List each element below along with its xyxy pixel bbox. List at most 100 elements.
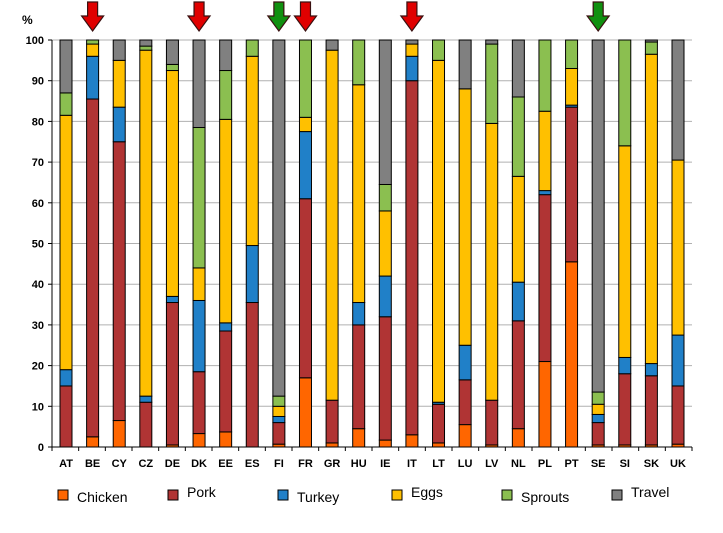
legend-item-pork: Pork <box>167 484 217 501</box>
arrow-down-icon <box>80 1 105 33</box>
bar-segment-chicken <box>511 428 525 448</box>
bar-segment-turkey <box>165 295 179 304</box>
bar-stack-LV <box>485 39 499 448</box>
legend-item-chicken: Chicken <box>57 489 128 505</box>
x-tick-label: LV <box>485 458 499 470</box>
x-tick-label: IE <box>380 458 390 470</box>
bar-segment-eggs <box>618 145 632 358</box>
bar-segment-turkey <box>405 55 419 82</box>
x-tick-label: GR <box>324 458 341 470</box>
legend-swatch <box>57 489 69 501</box>
bar-segment-pork <box>219 330 233 433</box>
y-tick-label: 80 <box>32 116 44 128</box>
bar-segment-turkey <box>458 344 472 381</box>
bar-segment-eggs <box>565 67 579 106</box>
gridlines <box>52 39 692 407</box>
bar-segment-turkey <box>298 131 312 200</box>
bar-stack-CY <box>112 39 126 448</box>
bar-segment-eggs <box>112 59 126 108</box>
bar-stack-BE <box>86 39 100 448</box>
bar-segment-pork <box>192 371 206 435</box>
arrow-down-icon <box>399 1 425 33</box>
bar-segment-sprouts <box>591 391 605 405</box>
legend: Chicken Pork Turkey Eggs Sprouts Travel <box>57 484 669 505</box>
bar-segment-eggs <box>219 118 233 324</box>
bar-segment-sprouts <box>538 39 552 112</box>
arrow-down-icon <box>585 1 611 33</box>
bar-stack-NL <box>511 39 525 448</box>
bar-segment-pork <box>86 98 100 438</box>
bar-segment-sprouts <box>86 39 100 45</box>
y-tick-label: 40 <box>32 279 44 291</box>
bar-segment-turkey <box>352 302 366 326</box>
x-tick-label: SI <box>620 458 630 470</box>
bar-stack-AT <box>59 39 73 448</box>
bar-segment-travel <box>112 39 126 61</box>
x-tick-label: ES <box>245 458 260 470</box>
bar-segment-pork <box>565 106 579 263</box>
bar-segment-travel <box>59 39 73 94</box>
legend-label: Chicken <box>77 489 128 505</box>
bar-segment-sprouts <box>192 127 206 269</box>
legend-label: Pork <box>187 484 217 500</box>
bar-stack-UK <box>671 39 685 448</box>
x-tick-label: PL <box>538 458 552 470</box>
y-axis-label: % <box>22 13 33 27</box>
bar-segment-sprouts <box>618 39 632 147</box>
x-tick-label: BE <box>85 458 100 470</box>
bar-segment-pork <box>298 198 312 379</box>
bar-segment-travel <box>272 39 286 397</box>
y-tick-label: 20 <box>32 361 44 373</box>
bar-stack-EE <box>219 39 233 448</box>
bar-segment-pork <box>618 373 632 446</box>
bar-segment-eggs <box>86 43 100 57</box>
legend-item-sprouts: Sprouts <box>501 489 569 505</box>
bar-segment-travel <box>644 39 658 43</box>
bar-segment-eggs <box>458 88 472 346</box>
bar-segment-eggs <box>59 114 73 371</box>
legend-item-eggs: Eggs <box>391 484 443 501</box>
arrow-annotations <box>80 1 611 33</box>
x-tick-label: SK <box>644 458 659 470</box>
bar-segment-sprouts <box>352 39 366 86</box>
bar-stack-LU <box>458 39 472 448</box>
bar-segment-chicken <box>219 431 233 448</box>
bar-segment-eggs <box>272 405 286 417</box>
bar-segment-pork <box>165 302 179 446</box>
bar-segment-travel <box>511 39 525 98</box>
x-tick-label: SE <box>591 458 606 470</box>
bar-segment-pork <box>352 324 366 430</box>
bar-segment-chicken <box>325 442 339 448</box>
x-tick-label: AT <box>59 458 73 470</box>
arrow-down-icon <box>293 1 318 33</box>
legend-label: Travel <box>631 484 669 500</box>
bar-segment-pork <box>458 379 472 426</box>
bar-segment-sprouts <box>272 395 286 407</box>
bar-segment-chicken <box>432 442 446 448</box>
bar-segment-eggs <box>298 116 312 133</box>
bar-segment-eggs <box>378 210 392 277</box>
bar-segment-pork <box>591 422 605 446</box>
bar-stack-CZ <box>139 39 153 448</box>
x-tick-label: FR <box>298 458 313 470</box>
y-tick-label: 0 <box>38 442 44 454</box>
bar-segment-travel <box>378 39 392 185</box>
bar-segment-sprouts <box>432 39 446 61</box>
y-tick-label: 50 <box>32 239 44 251</box>
arrow-down-icon <box>186 1 212 33</box>
bar-segment-pork <box>325 399 339 444</box>
bar-segment-pork <box>405 80 419 436</box>
legend-label: Sprouts <box>521 489 569 505</box>
bar-segment-travel <box>591 39 605 393</box>
legend-item-turkey: Turkey <box>277 489 339 505</box>
x-tick-label: HU <box>351 458 367 470</box>
legend-item-travel: Travel <box>611 484 669 501</box>
bar-segment-chicken <box>458 424 472 448</box>
bar-segment-turkey <box>671 334 685 387</box>
y-tick-label: 60 <box>32 198 44 210</box>
bar-segment-turkey <box>644 363 658 377</box>
bar-segment-sprouts <box>644 41 658 55</box>
bar-segment-sprouts <box>245 39 259 57</box>
x-tick-label: LU <box>458 458 473 470</box>
